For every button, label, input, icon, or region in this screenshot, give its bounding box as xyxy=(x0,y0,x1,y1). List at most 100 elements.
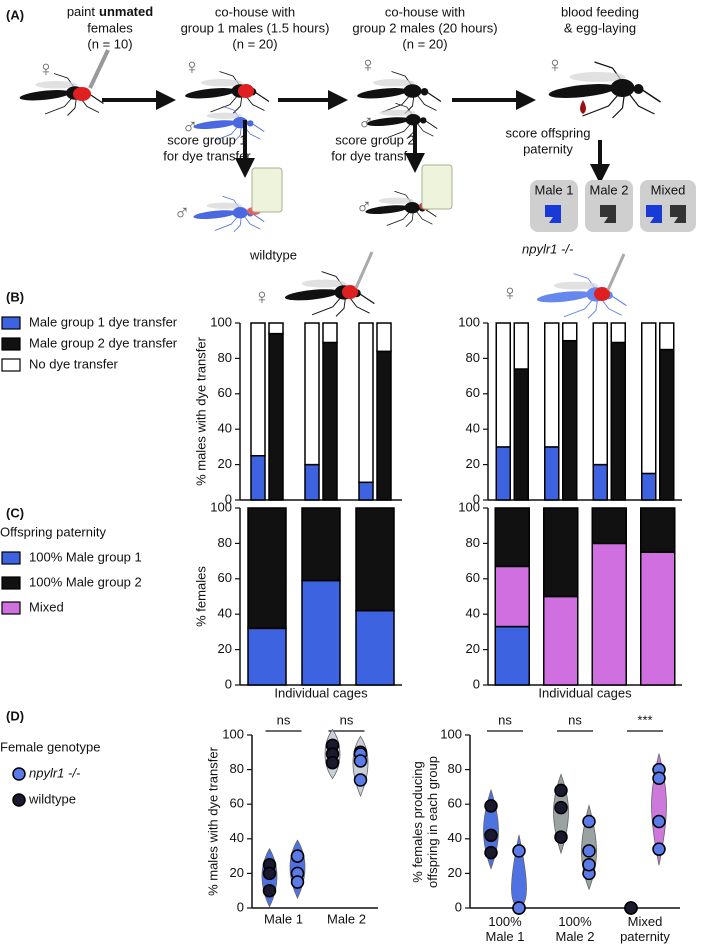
y-tick-label: 0 xyxy=(455,899,462,914)
legend-label: Male group 2 dye transfer xyxy=(29,335,178,350)
y-tick-label: 60 xyxy=(466,570,480,585)
score-text: score offspring xyxy=(505,125,590,140)
offspring-icon xyxy=(545,205,561,223)
y-tick-label: 20 xyxy=(218,456,232,471)
point xyxy=(484,845,498,860)
outcome-label: Mixed xyxy=(651,182,686,197)
step-text: paint unmated xyxy=(67,4,153,19)
y-tick-label: 40 xyxy=(466,606,480,621)
female-mosquito xyxy=(356,70,442,115)
y-tick-label: 0 xyxy=(225,491,232,506)
step-text: co-house with xyxy=(385,4,465,19)
female-symbol: ♀ xyxy=(184,54,201,79)
step-text: group 2 males (20 hours) xyxy=(352,20,497,35)
bar-segment xyxy=(591,507,627,545)
female-symbol: ♀ xyxy=(547,52,564,77)
point xyxy=(554,783,568,798)
outcome-label: Male 2 xyxy=(589,182,628,197)
legend-swatch xyxy=(1,601,21,615)
y-tick-label: 60 xyxy=(448,796,462,811)
bar-segment xyxy=(494,625,530,686)
step-text: (n = 20) xyxy=(402,36,447,51)
y-tick-label: 20 xyxy=(448,865,462,880)
y-tick-label: 40 xyxy=(448,830,462,845)
point xyxy=(582,858,596,872)
point xyxy=(652,842,666,856)
panel-label: (B) xyxy=(6,289,24,304)
significance-label: ns xyxy=(498,712,512,727)
legend-swatch xyxy=(1,316,21,330)
bar-segment xyxy=(562,322,578,342)
step-text-bold: unmated xyxy=(99,4,153,19)
offspring-icon xyxy=(670,205,686,223)
legend-title: Female genotype xyxy=(0,739,100,754)
y-tick-label: 20 xyxy=(230,865,244,880)
y-tick-label: 20 xyxy=(466,456,480,471)
bar-segment xyxy=(304,463,320,501)
x-axis-label: Individual cages xyxy=(274,685,368,700)
bar-segment xyxy=(592,322,608,466)
bar-segment xyxy=(591,542,627,686)
bar-segment xyxy=(610,322,626,344)
y-tick-label: 20 xyxy=(218,641,232,656)
bar-segment xyxy=(640,507,676,553)
pipette xyxy=(354,251,374,289)
legend-swatch xyxy=(1,576,21,590)
bar-segment xyxy=(376,322,392,353)
bar-segment xyxy=(322,322,338,344)
point xyxy=(554,800,568,815)
y-tick-label: 40 xyxy=(230,830,244,845)
x-tick-label: Mixed paternity xyxy=(620,914,670,944)
y-axis-label: % females xyxy=(193,566,208,627)
legend-label: No dye transfer xyxy=(29,356,119,371)
bar-segment xyxy=(610,341,626,501)
y-tick-label: 0 xyxy=(473,491,480,506)
bar-segment xyxy=(513,368,529,501)
step-text: (n = 20) xyxy=(232,36,277,51)
point xyxy=(582,844,596,858)
bar-segment xyxy=(641,322,657,475)
y-tick-label: 20 xyxy=(466,641,480,656)
score-text: score group 1 xyxy=(167,132,247,147)
offspring-icon xyxy=(600,205,616,223)
male-symbol: ♂ xyxy=(356,194,373,219)
point xyxy=(262,866,277,881)
step-text: & egg-laying xyxy=(564,20,636,35)
bar-segment xyxy=(659,348,675,501)
male-symbol: ♂ xyxy=(174,200,191,225)
paint xyxy=(342,285,358,299)
bar-segment xyxy=(376,350,392,501)
blood-drop xyxy=(580,100,586,114)
point xyxy=(484,828,498,843)
significance-label: ns xyxy=(340,712,354,727)
bar-segment xyxy=(544,322,560,448)
y-tick-label: 60 xyxy=(218,385,232,400)
panel-label: (C) xyxy=(6,505,24,520)
bar-segment xyxy=(544,446,560,501)
female-symbol: ♀ xyxy=(254,284,271,309)
point xyxy=(652,771,666,785)
bar-segment xyxy=(250,455,266,501)
y-tick-label: 100 xyxy=(210,499,232,514)
bar-segment xyxy=(641,472,657,501)
point xyxy=(512,901,526,915)
point xyxy=(290,849,305,863)
y-tick-label: 60 xyxy=(218,570,232,585)
bar-segment xyxy=(304,322,320,466)
y-tick-label: 80 xyxy=(218,535,232,550)
subtitle: npylr1 -/- xyxy=(522,241,574,256)
legend-label: Mixed xyxy=(29,599,64,614)
panel-label: (A) xyxy=(6,7,24,22)
point xyxy=(484,799,498,813)
y-tick-label: 80 xyxy=(218,350,232,365)
bar-segment xyxy=(355,609,395,686)
bar-segment xyxy=(322,341,338,501)
bar-segment xyxy=(247,627,287,686)
paint xyxy=(73,87,91,101)
legend-label: wildtype xyxy=(28,791,76,806)
step-text: paint xyxy=(67,4,96,19)
y-tick-label: 100 xyxy=(458,314,480,329)
y-axis-label: % females producing offspring in each gr… xyxy=(410,755,440,888)
y-tick-label: 80 xyxy=(448,761,462,776)
